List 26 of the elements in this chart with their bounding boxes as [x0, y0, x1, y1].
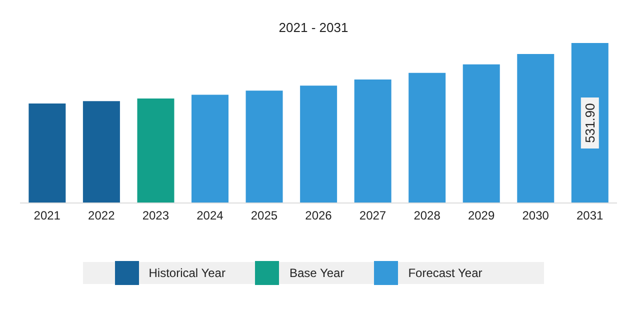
x-tick-label: 2027	[359, 208, 386, 223]
bar	[192, 94, 228, 203]
bar	[462, 64, 500, 203]
x-tick-label: 2021	[34, 208, 61, 223]
legend-label: Forecast Year	[408, 266, 482, 280]
x-tick-label: 2024	[196, 208, 224, 223]
bar	[300, 86, 338, 203]
legend-label: Base Year	[289, 266, 344, 280]
x-tick-label: 2022	[88, 208, 116, 223]
bar	[137, 98, 174, 203]
data-label: 531.90	[582, 103, 598, 143]
x-tick-label: 2025	[250, 208, 278, 223]
chart-title: 2021 - 2031	[278, 20, 350, 35]
x-tick-label: 2026	[305, 208, 332, 223]
bar	[408, 72, 446, 203]
bar	[354, 79, 392, 203]
bar	[246, 90, 283, 203]
legend-label: Historical Year	[148, 266, 226, 280]
x-tick-label: 2030	[522, 208, 550, 223]
bar	[517, 54, 554, 203]
bar	[82, 101, 120, 203]
x-tick-label: 2023	[142, 208, 170, 223]
x-tick-label: 2028	[414, 208, 441, 223]
bar	[28, 104, 66, 203]
x-tick-label: 2029	[468, 208, 495, 223]
x-tick-label: 2031	[576, 208, 604, 223]
